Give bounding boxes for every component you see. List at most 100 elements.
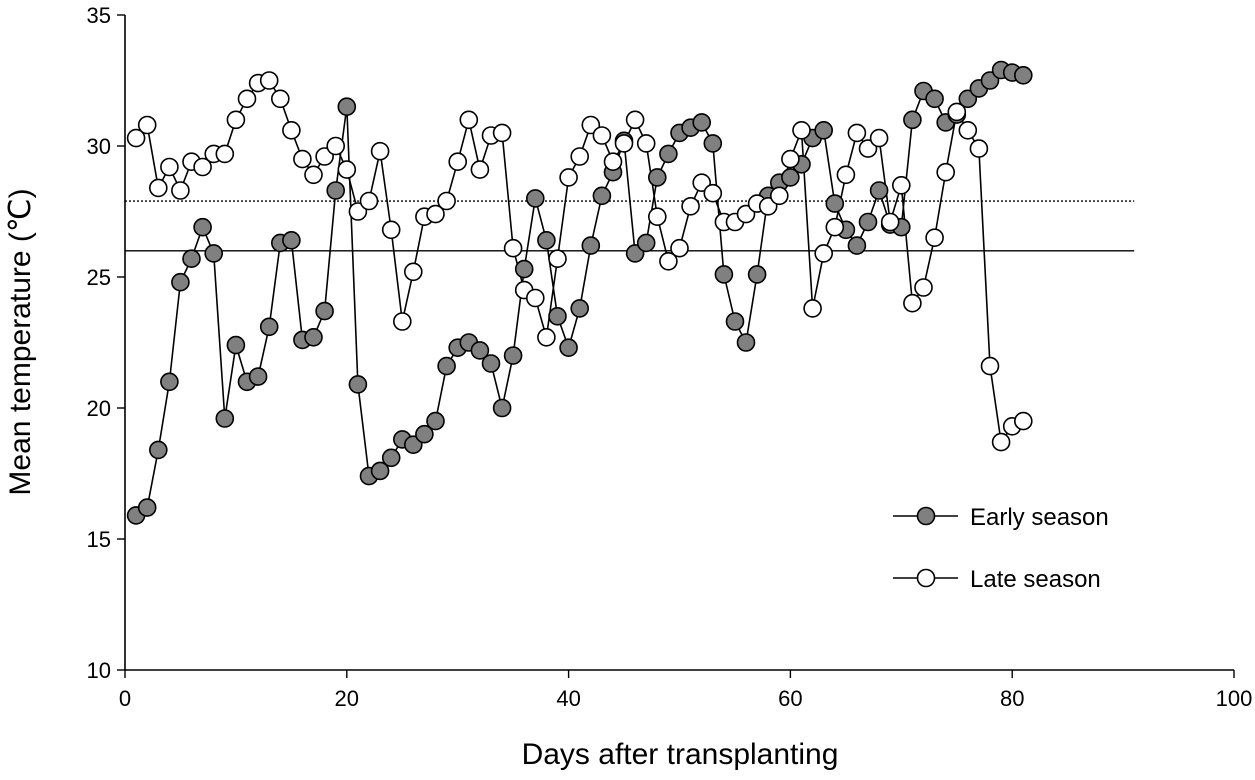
data-point-late-season — [659, 251, 678, 271]
data-point-early-season — [437, 356, 456, 376]
data-point-late-season — [614, 134, 634, 153]
x-tick-label: 60 — [778, 686, 802, 711]
data-point-late-season — [847, 123, 867, 143]
data-point-late-season — [681, 197, 700, 216]
data-point-late-season — [570, 147, 590, 166]
data-point-late-season — [149, 178, 168, 198]
data-point-early-season — [259, 317, 279, 337]
data-point-early-season — [736, 333, 756, 352]
data-point-early-season — [692, 113, 712, 132]
data-point-early-season — [858, 212, 878, 232]
data-point-early-season — [925, 89, 944, 109]
data-point-early-season — [725, 312, 745, 331]
data-point-late-season — [980, 356, 1000, 376]
data-point-early-season — [171, 272, 190, 292]
data-point-late-season — [160, 157, 179, 177]
data-point-late-season — [592, 126, 612, 145]
data-point-early-season — [337, 97, 357, 116]
y-tick-label: 25 — [87, 265, 111, 290]
data-point-early-season — [559, 338, 578, 358]
data-point-late-season — [381, 220, 401, 240]
series-layer — [126, 60, 1033, 525]
data-point-late-season — [237, 89, 257, 109]
data-point-early-season — [592, 186, 612, 206]
data-point-early-season — [492, 398, 512, 418]
data-point-early-season — [814, 121, 834, 140]
data-point-late-season — [769, 186, 789, 206]
data-point-late-season — [647, 207, 667, 226]
data-point-early-season — [348, 375, 368, 394]
data-point-early-season — [326, 181, 346, 200]
data-point-late-season — [304, 165, 323, 185]
x-axis-ticks: 0 20 40 60 80 100 — [119, 670, 1252, 711]
data-point-late-season — [215, 144, 235, 164]
data-point-late-season — [459, 110, 479, 130]
data-point-late-season — [359, 191, 379, 211]
legend: Early season Late season — [893, 504, 1109, 593]
series-line-late-season — [135, 79, 1024, 445]
data-point-late-season — [126, 128, 146, 148]
data-point-early-season — [636, 233, 656, 253]
y-axis-title: Mean temperature (℃) — [4, 188, 37, 495]
data-point-early-season — [215, 409, 235, 428]
data-point-late-season — [958, 121, 978, 140]
data-point-late-season — [636, 134, 656, 153]
y-tick-label: 35 — [87, 3, 111, 28]
data-point-early-season — [182, 249, 201, 269]
data-point-early-season — [370, 461, 390, 481]
data-point-early-season — [426, 411, 445, 431]
data-point-late-season — [781, 149, 800, 169]
data-point-late-season — [814, 244, 834, 263]
data-point-late-season — [936, 162, 956, 182]
data-point-late-season — [171, 181, 190, 200]
data-point-late-season — [869, 128, 889, 148]
data-point-late-season — [337, 160, 357, 179]
y-tick-label: 15 — [87, 527, 111, 552]
data-point-late-season — [925, 228, 944, 247]
data-point-early-season — [647, 168, 667, 187]
data-point-early-season — [537, 231, 556, 250]
data-point-late-season — [293, 149, 312, 169]
data-point-late-season — [259, 71, 279, 90]
data-point-late-season — [448, 152, 468, 171]
series-line-early-season — [135, 69, 1024, 517]
y-tick-label: 20 — [87, 396, 111, 421]
data-point-early-season — [503, 346, 523, 365]
data-point-early-season — [282, 231, 301, 250]
data-point-late-season — [803, 299, 822, 318]
data-point-late-season — [891, 176, 911, 195]
data-point-late-season — [991, 432, 1011, 452]
x-tick-label: 80 — [1000, 686, 1024, 711]
y-axis-ticks: 10 15 20 25 30 35 — [87, 3, 125, 683]
data-point-early-season — [149, 440, 168, 460]
data-point-early-season — [137, 498, 157, 517]
data-point-early-season — [548, 306, 567, 326]
data-point-early-season — [903, 110, 922, 130]
data-point-early-season — [714, 265, 734, 284]
data-point-early-season — [825, 194, 845, 213]
data-point-late-season — [603, 152, 623, 171]
data-point-early-season — [415, 424, 434, 444]
legend-item-early-season: Early season — [893, 504, 1109, 531]
data-point-late-season — [426, 204, 445, 224]
axes — [124, 15, 1234, 671]
data-point-late-season — [836, 165, 856, 185]
data-point-late-season — [282, 121, 301, 140]
data-point-early-season — [570, 299, 590, 318]
data-point-late-season — [326, 136, 346, 156]
data-point-early-season — [226, 335, 246, 355]
data-point-late-season — [370, 141, 390, 161]
data-point-late-season — [193, 157, 212, 177]
data-point-early-season — [781, 168, 800, 187]
data-point-late-season — [437, 191, 456, 211]
data-point-late-season — [914, 278, 933, 297]
data-point-late-season — [625, 110, 645, 130]
x-tick-label: 100 — [1216, 686, 1253, 711]
data-point-late-season — [903, 293, 922, 313]
data-point-late-season — [559, 168, 578, 187]
data-point-late-season — [703, 183, 723, 203]
data-point-late-season — [525, 288, 545, 308]
data-point-early-season — [525, 189, 545, 208]
y-tick-label: 10 — [87, 658, 111, 683]
